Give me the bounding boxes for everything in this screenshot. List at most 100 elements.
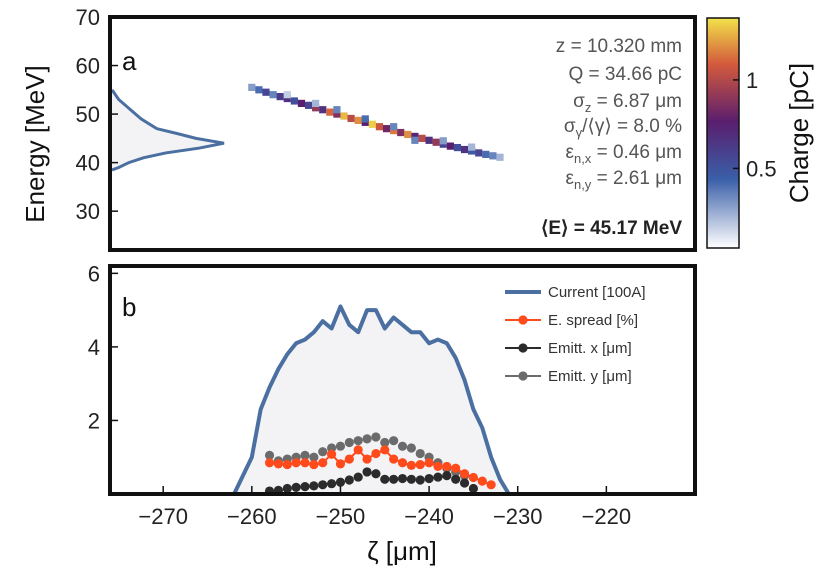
charge-cell [326, 108, 334, 116]
y-tick-label: 70 [76, 5, 100, 30]
param-value: = 6.87 μm [591, 91, 682, 112]
data-point [380, 437, 390, 448]
data-point [362, 454, 372, 464]
param-symbol: σ [564, 116, 576, 137]
param-sigma-z: σz = 6.87 μm [573, 91, 682, 115]
y-tick-label: 60 [76, 54, 100, 79]
charge-cell [460, 145, 469, 154]
x-axis-ticks: −270 −260 −250 −240 −230 −220 [138, 486, 631, 529]
colorbar-tick-label: 0.5 [746, 156, 777, 181]
charge-cell [333, 106, 341, 114]
data-point [264, 458, 275, 468]
charge-cell [446, 142, 454, 150]
x-tick-label: −230 [493, 504, 543, 529]
x-axis-label: ζ [μm] [367, 536, 437, 566]
param-symbol: ε [565, 142, 574, 163]
y-tick-label: 6 [88, 261, 100, 286]
data-point [291, 482, 301, 492]
data-point [406, 460, 416, 470]
param-value: = 2.61 μm [591, 168, 682, 189]
charge-cell [368, 120, 376, 128]
current-line [232, 304, 511, 494]
data-point [424, 458, 434, 468]
x-tick-label: −240 [404, 504, 454, 529]
data-point [433, 461, 443, 472]
data-point [309, 481, 319, 491]
y-axis-label: Energy [MeV] [20, 65, 50, 223]
x-tick-label: −220 [582, 504, 632, 529]
charge-cell [468, 143, 476, 151]
data-point [318, 480, 328, 490]
energy-profile-fill [110, 89, 224, 170]
charge-cell [283, 91, 291, 99]
charge-cell [468, 147, 476, 155]
data-point [282, 483, 292, 494]
data-point [468, 472, 479, 483]
data-point [389, 454, 399, 464]
param-symbol: ε [565, 168, 574, 189]
param-subscript: γ [576, 125, 583, 140]
data-point [264, 450, 275, 460]
data-point [353, 445, 363, 455]
data-point [300, 450, 310, 460]
charge-cell [248, 83, 256, 91]
data-point [282, 459, 292, 470]
param-emittance-x: εn,x = 0.46 μm [565, 142, 682, 166]
data-point [406, 474, 416, 484]
data-point [300, 482, 310, 492]
param-energy-spread: σγ/⟨γ⟩ = 8.0 % [564, 116, 682, 140]
panel-b-plot [232, 304, 511, 494]
energy-profile [110, 88, 225, 172]
charge-cell [404, 130, 412, 139]
param-subscript: z [585, 100, 592, 115]
data-point [415, 448, 425, 459]
param-symbol: σ [573, 91, 585, 112]
data-point [362, 434, 372, 444]
x-tick-label: −270 [138, 504, 188, 529]
charge-cell [319, 106, 327, 114]
data-point [486, 480, 496, 490]
data-point [397, 458, 408, 468]
charge-cell [489, 152, 497, 160]
y-tick-label: 40 [76, 151, 100, 176]
charge-cell [269, 91, 277, 99]
data-point [371, 432, 381, 442]
colorbar-label: Charge [pC] [784, 63, 814, 203]
data-point [344, 437, 354, 448]
data-point [380, 474, 390, 484]
y-tick-label: 30 [76, 199, 100, 224]
data-point [397, 473, 408, 484]
charge-cell [290, 97, 298, 105]
panel-a-letter: a [122, 46, 137, 76]
panel-b-letter: b [122, 292, 136, 322]
data-point [415, 459, 425, 470]
legend: Current [100A] E. spread [%] Emitt. x [μm]… [505, 284, 646, 385]
charge-cell [297, 99, 306, 108]
charge-cell [340, 112, 348, 120]
data-point [353, 472, 363, 482]
charge-cell [425, 136, 433, 144]
panel-a-frame [108, 15, 697, 252]
data-point [415, 475, 425, 485]
data-point [433, 472, 443, 482]
panel-a: 30 40 50 60 70 Energy [MeV] a z = 10.320 mm Q… [20, 5, 697, 252]
data-point [406, 443, 416, 453]
param-charge: Q = 34.66 pC [568, 64, 682, 85]
charge-cell [397, 128, 405, 137]
data-point [371, 448, 381, 459]
x-tick-label: −250 [316, 504, 366, 529]
y-tick-label: 50 [76, 102, 100, 127]
data-point [442, 471, 452, 481]
charge-cell [361, 115, 369, 123]
data-point [318, 447, 328, 457]
data-point [451, 463, 461, 473]
param-subscript: n,x [574, 151, 592, 166]
data-point [459, 469, 470, 479]
panel-a-y-ticks: 30 40 50 60 70 [76, 5, 118, 224]
y-tick-label: 2 [88, 408, 100, 433]
current-fill [234, 306, 509, 494]
data-point [371, 469, 381, 479]
data-point [459, 478, 470, 488]
param-value: = 0.46 μm [591, 142, 682, 163]
